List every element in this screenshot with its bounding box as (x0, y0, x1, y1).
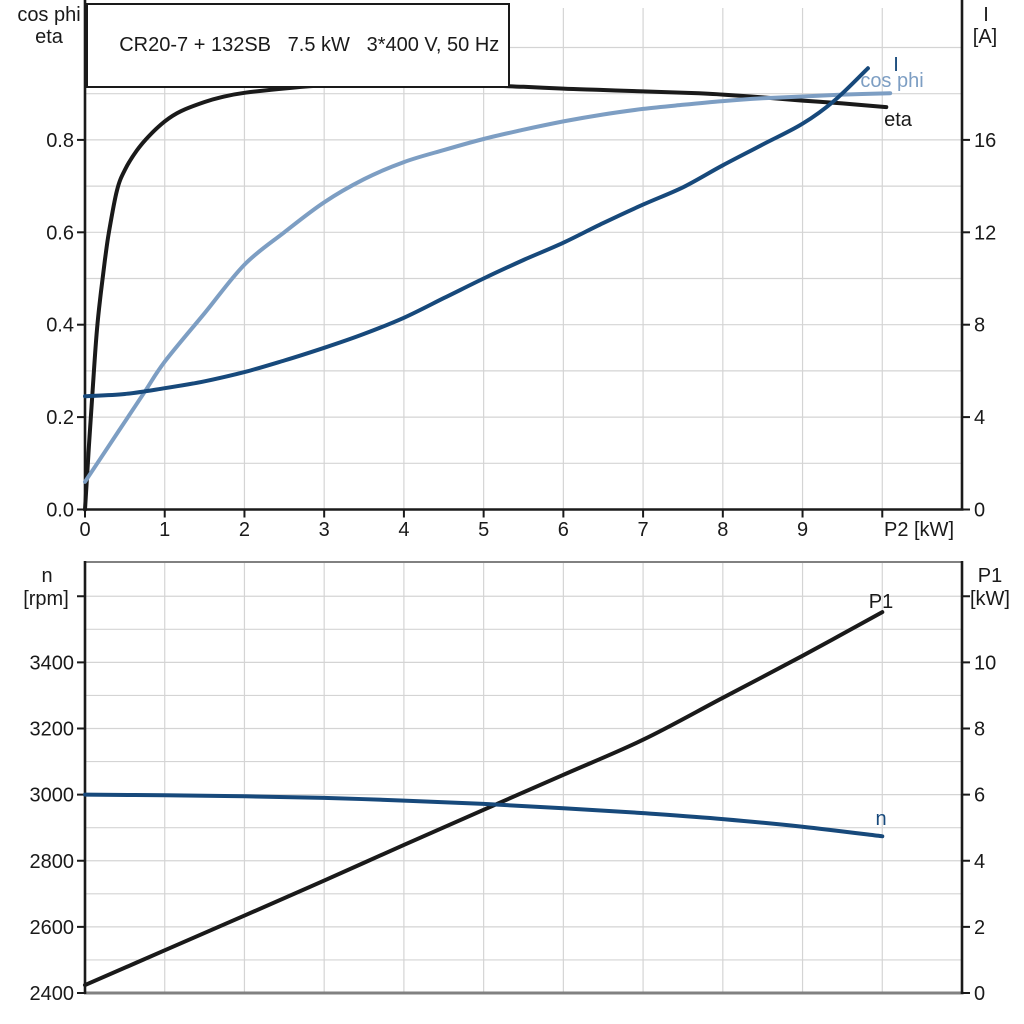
chart1-right-tick-label: 16 (974, 130, 996, 152)
chart2-series-label-p1: P1 (869, 591, 893, 613)
chart1-x-tick-label: 3 (319, 519, 330, 541)
chart1-right-tick-label: 4 (974, 407, 985, 429)
chart1-right-tick-label: 12 (974, 222, 996, 244)
chart2-left-tick-label: 3200 (30, 719, 75, 741)
chart1-right-axis-title-line2: [A] (973, 26, 997, 48)
chart2-right-tick-label: 10 (974, 652, 996, 674)
chart1-left-axis-title-line1: cos phi (17, 4, 80, 26)
chart2-right-tick-label: 8 (974, 719, 985, 741)
chart1-series-label-cos-phi: cos phi (860, 70, 923, 92)
chart2-left-tick-label: 2600 (30, 917, 75, 939)
chart1-right-tick-label: 0 (974, 500, 985, 522)
chart1-x-tick-label: 5 (478, 519, 489, 541)
chart1-series-i-curve (83, 66, 870, 399)
chart-title: CR20-7 + 132SB 7.5 kW 3*400 V, 50 Hz (119, 34, 500, 56)
chart1-right-tick-label: 8 (974, 315, 985, 337)
chart1-x-tick-label: 6 (558, 519, 569, 541)
chart1-x-tick-label: 4 (398, 519, 409, 541)
chart2-left-tick-label: 2400 (30, 983, 75, 1005)
chart2-right-tick-label: 6 (974, 785, 985, 807)
chart1-left-tick-label: 0.6 (46, 222, 74, 244)
chart2-right-tick-label: 0 (974, 983, 985, 1005)
chart1-left-axis-title-line2: eta (35, 26, 64, 48)
chart1-series-eta-curve (83, 81, 889, 512)
chart2-series-p1-curve (83, 610, 885, 988)
chart2-left-tick-label: 3000 (30, 785, 75, 807)
chart2-left-axis-title-line1: n (41, 565, 52, 587)
chart1-x-tick-label: 7 (638, 519, 649, 541)
chart1-series-label-eta: eta (884, 109, 913, 131)
chart1-x-tick-label: 0 (79, 519, 90, 541)
chart2-right-axis-title-line2: [kW] (970, 588, 1010, 610)
chart1-x-tick-label: 1 (159, 519, 170, 541)
chart1-x-tick-label: 8 (717, 519, 728, 541)
chart1-left-tick-label: 0.0 (46, 500, 74, 522)
chart2-right-tick-label: 4 (974, 851, 985, 873)
chart2-series-label-n: n (875, 808, 886, 830)
chart2-right-axis-title-line1: P1 (978, 565, 1002, 587)
chart1-left-tick-label: 0.2 (46, 407, 74, 429)
chart1-left-tick-label: 0.4 (46, 315, 74, 337)
chart1-series-cos-phi-curve (83, 91, 893, 484)
chart-title-box: CR20-7 + 132SB 7.5 kW 3*400 V, 50 Hz (86, 3, 511, 88)
chart1-x-tick-label: 2 (239, 519, 250, 541)
chart1-x-axis-title: P2 [kW] (884, 519, 954, 541)
chart2-right-tick-label: 2 (974, 917, 985, 939)
chart2-series-n-curve (83, 792, 885, 839)
chart2-left-tick-label: 3400 (30, 652, 75, 674)
chart1-left-tick-label: 0.8 (46, 130, 74, 152)
chart1-x-tick-label: 9 (797, 519, 808, 541)
chart2-left-tick-label: 2800 (30, 851, 75, 873)
chart2-left-axis-title-line2: [rpm] (23, 588, 69, 610)
chart1-right-axis-title-line1: I (983, 4, 989, 26)
chart1-series-label-i: I (893, 54, 899, 76)
